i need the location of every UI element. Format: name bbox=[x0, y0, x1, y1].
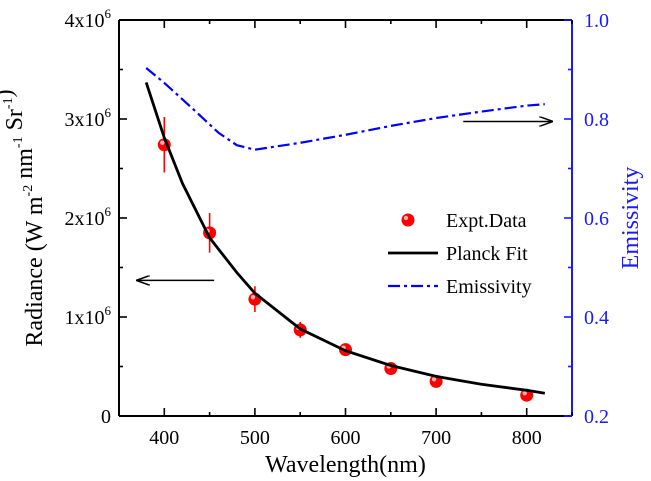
y2-tick-label: 0.4 bbox=[584, 307, 609, 329]
y-tick-label: 1x106 bbox=[65, 303, 112, 329]
x-tick-label: 700 bbox=[421, 427, 451, 449]
legend-label: Planck Fit bbox=[446, 243, 528, 265]
legend-label: Emissivity bbox=[446, 276, 532, 298]
data-point-highlight bbox=[250, 294, 256, 300]
y-tick-label: 3x106 bbox=[65, 105, 112, 131]
data-point-highlight bbox=[160, 140, 165, 145]
y-axis-title: Radiance (W m-2 nm-1 Sr-1) bbox=[0, 89, 48, 346]
y2-tick-label: 0.2 bbox=[584, 406, 609, 428]
legend-label: Expt.Data bbox=[446, 210, 527, 232]
x-tick-label: 500 bbox=[240, 427, 270, 449]
plot-area: 400 500 600 700 800 0 1x106 2x106 3x106 4x106 0.2 0… bbox=[0, 6, 644, 478]
y-tick-label: 0 bbox=[101, 406, 111, 428]
emissivity-line bbox=[145, 67, 545, 151]
x-axis-title: Wavelength(nm) bbox=[265, 452, 426, 478]
planck-fit-line bbox=[144, 81, 546, 395]
x-tick-label: 400 bbox=[149, 427, 179, 449]
legend-marker-highlight bbox=[403, 215, 409, 221]
y2-tick-label: 0.6 bbox=[584, 208, 609, 230]
y2-axis-title: Emissivity bbox=[618, 167, 644, 270]
x-tick-label: 800 bbox=[512, 427, 542, 449]
legend-marker-expt-data bbox=[401, 213, 415, 227]
data-point-highlight bbox=[522, 391, 527, 396]
y-tick-label: 4x106 bbox=[65, 6, 112, 32]
y2-tick-label: 1.0 bbox=[584, 10, 609, 32]
y-tick-label: 2x106 bbox=[65, 204, 112, 230]
data-point-highlight bbox=[431, 377, 437, 382]
x-tick-label: 600 bbox=[331, 427, 361, 449]
y2-tick-label: 0.8 bbox=[584, 109, 609, 131]
